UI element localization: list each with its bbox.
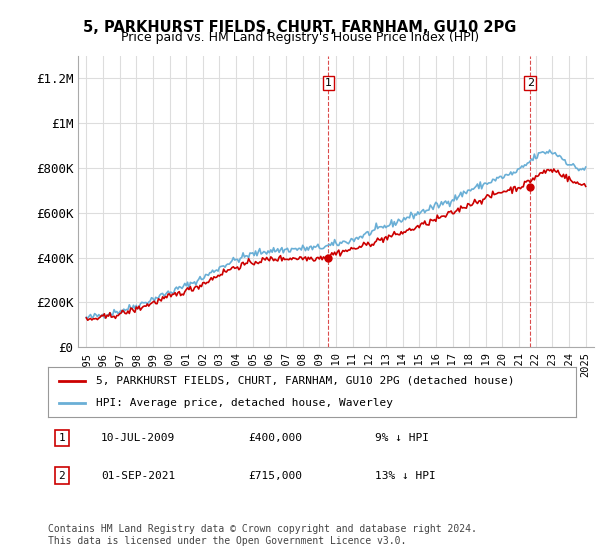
Text: £400,000: £400,000 [248, 433, 302, 443]
Text: 5, PARKHURST FIELDS, CHURT, FARNHAM, GU10 2PG: 5, PARKHURST FIELDS, CHURT, FARNHAM, GU1… [83, 20, 517, 35]
Text: 2: 2 [527, 78, 534, 88]
Text: Contains HM Land Registry data © Crown copyright and database right 2024.
This d: Contains HM Land Registry data © Crown c… [48, 524, 477, 546]
Text: 1: 1 [59, 433, 65, 443]
Text: 13% ↓ HPI: 13% ↓ HPI [376, 471, 436, 480]
Text: HPI: Average price, detached house, Waverley: HPI: Average price, detached house, Wave… [95, 398, 392, 408]
Text: 2: 2 [59, 471, 65, 480]
Text: 5, PARKHURST FIELDS, CHURT, FARNHAM, GU10 2PG (detached house): 5, PARKHURST FIELDS, CHURT, FARNHAM, GU1… [95, 376, 514, 386]
Text: 10-JUL-2009: 10-JUL-2009 [101, 433, 175, 443]
Text: £715,000: £715,000 [248, 471, 302, 480]
Text: Price paid vs. HM Land Registry's House Price Index (HPI): Price paid vs. HM Land Registry's House … [121, 31, 479, 44]
Text: 1: 1 [325, 78, 332, 88]
Text: 9% ↓ HPI: 9% ↓ HPI [376, 433, 430, 443]
Text: 01-SEP-2021: 01-SEP-2021 [101, 471, 175, 480]
